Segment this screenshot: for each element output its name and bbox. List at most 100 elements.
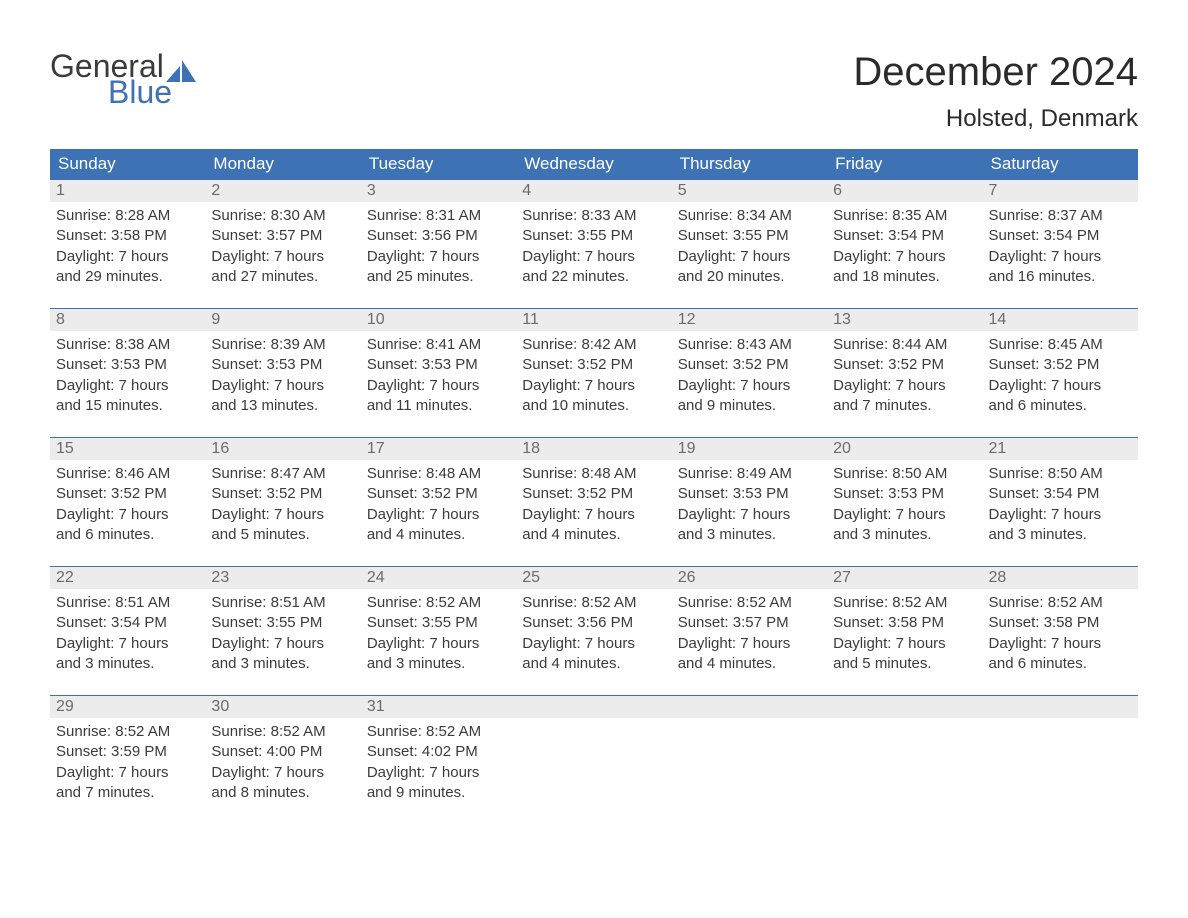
day-number: 4: [516, 180, 671, 202]
daylight-line: Daylight: 7 hours: [989, 376, 1132, 396]
sunset-line: Sunset: 3:54 PM: [989, 226, 1132, 246]
daylight-line: and 3 minutes.: [56, 654, 199, 674]
calendar-day: 8Sunrise: 8:38 AMSunset: 3:53 PMDaylight…: [50, 309, 205, 427]
sunrise-line: Sunrise: 8:52 AM: [833, 593, 976, 613]
daylight-line: Daylight: 7 hours: [367, 376, 510, 396]
daylight-line: and 9 minutes.: [367, 783, 510, 803]
location-label: Holsted, Denmark: [853, 105, 1138, 133]
daylight-line: Daylight: 7 hours: [211, 634, 354, 654]
daylight-line: Daylight: 7 hours: [211, 376, 354, 396]
daylight-line: Daylight: 7 hours: [678, 505, 821, 525]
month-title: December 2024: [853, 50, 1138, 95]
calendar-day: 20Sunrise: 8:50 AMSunset: 3:53 PMDayligh…: [827, 438, 982, 556]
weekday-header: Sunday: [50, 149, 205, 179]
calendar-day: 17Sunrise: 8:48 AMSunset: 3:52 PMDayligh…: [361, 438, 516, 556]
day-number: 6: [827, 180, 982, 202]
sunset-line: Sunset: 3:56 PM: [367, 226, 510, 246]
calendar-week: 1Sunrise: 8:28 AMSunset: 3:58 PMDaylight…: [50, 179, 1138, 298]
calendar-day: 28Sunrise: 8:52 AMSunset: 3:58 PMDayligh…: [983, 567, 1138, 685]
sunrise-line: Sunrise: 8:52 AM: [56, 722, 199, 742]
daylight-line: and 11 minutes.: [367, 396, 510, 416]
day-details: Sunrise: 8:41 AMSunset: 3:53 PMDaylight:…: [361, 331, 516, 422]
daylight-line: Daylight: 7 hours: [56, 505, 199, 525]
day-number: 3: [361, 180, 516, 202]
sunrise-line: Sunrise: 8:52 AM: [678, 593, 821, 613]
sunrise-line: Sunrise: 8:50 AM: [833, 464, 976, 484]
day-details: [672, 718, 827, 728]
sunrise-line: Sunrise: 8:48 AM: [367, 464, 510, 484]
day-number: 29: [50, 696, 205, 718]
logo: General Blue: [50, 50, 196, 108]
daylight-line: and 5 minutes.: [833, 654, 976, 674]
weekday-header: Tuesday: [361, 149, 516, 179]
day-number: [827, 696, 982, 718]
calendar-day: 16Sunrise: 8:47 AMSunset: 3:52 PMDayligh…: [205, 438, 360, 556]
daylight-line: Daylight: 7 hours: [678, 376, 821, 396]
day-details: Sunrise: 8:52 AMSunset: 4:00 PMDaylight:…: [205, 718, 360, 809]
calendar-day: 1Sunrise: 8:28 AMSunset: 3:58 PMDaylight…: [50, 180, 205, 298]
day-number: 12: [672, 309, 827, 331]
day-number: 20: [827, 438, 982, 460]
daylight-line: and 4 minutes.: [678, 654, 821, 674]
day-details: Sunrise: 8:52 AMSunset: 3:56 PMDaylight:…: [516, 589, 671, 680]
daylight-line: Daylight: 7 hours: [211, 763, 354, 783]
daylight-line: Daylight: 7 hours: [989, 505, 1132, 525]
daylight-line: Daylight: 7 hours: [833, 247, 976, 267]
daylight-line: Daylight: 7 hours: [833, 376, 976, 396]
day-number: [516, 696, 671, 718]
calendar-day: 18Sunrise: 8:48 AMSunset: 3:52 PMDayligh…: [516, 438, 671, 556]
calendar: Sunday Monday Tuesday Wednesday Thursday…: [50, 149, 1138, 814]
day-number: 5: [672, 180, 827, 202]
daylight-line: Daylight: 7 hours: [211, 505, 354, 525]
day-details: Sunrise: 8:42 AMSunset: 3:52 PMDaylight:…: [516, 331, 671, 422]
sunset-line: Sunset: 3:59 PM: [56, 742, 199, 762]
weekday-header: Monday: [205, 149, 360, 179]
day-details: Sunrise: 8:52 AMSunset: 3:55 PMDaylight:…: [361, 589, 516, 680]
calendar-day: 30Sunrise: 8:52 AMSunset: 4:00 PMDayligh…: [205, 696, 360, 814]
day-details: Sunrise: 8:49 AMSunset: 3:53 PMDaylight:…: [672, 460, 827, 551]
daylight-line: Daylight: 7 hours: [833, 505, 976, 525]
sunset-line: Sunset: 3:52 PM: [833, 355, 976, 375]
sunrise-line: Sunrise: 8:52 AM: [367, 722, 510, 742]
sunrise-line: Sunrise: 8:37 AM: [989, 206, 1132, 226]
day-details: Sunrise: 8:43 AMSunset: 3:52 PMDaylight:…: [672, 331, 827, 422]
day-details: Sunrise: 8:34 AMSunset: 3:55 PMDaylight:…: [672, 202, 827, 293]
calendar-day: 14Sunrise: 8:45 AMSunset: 3:52 PMDayligh…: [983, 309, 1138, 427]
calendar-day: 6Sunrise: 8:35 AMSunset: 3:54 PMDaylight…: [827, 180, 982, 298]
day-details: Sunrise: 8:31 AMSunset: 3:56 PMDaylight:…: [361, 202, 516, 293]
sunrise-line: Sunrise: 8:52 AM: [211, 722, 354, 742]
day-details: Sunrise: 8:52 AMSunset: 3:59 PMDaylight:…: [50, 718, 205, 809]
calendar-day: 5Sunrise: 8:34 AMSunset: 3:55 PMDaylight…: [672, 180, 827, 298]
daylight-line: and 10 minutes.: [522, 396, 665, 416]
day-number: [672, 696, 827, 718]
calendar-day: [827, 696, 982, 814]
day-number: 14: [983, 309, 1138, 331]
sunrise-line: Sunrise: 8:50 AM: [989, 464, 1132, 484]
sunrise-line: Sunrise: 8:52 AM: [367, 593, 510, 613]
day-number: 31: [361, 696, 516, 718]
day-details: Sunrise: 8:51 AMSunset: 3:54 PMDaylight:…: [50, 589, 205, 680]
daylight-line: and 7 minutes.: [56, 783, 199, 803]
calendar-day: 26Sunrise: 8:52 AMSunset: 3:57 PMDayligh…: [672, 567, 827, 685]
calendar-day: 2Sunrise: 8:30 AMSunset: 3:57 PMDaylight…: [205, 180, 360, 298]
day-details: Sunrise: 8:46 AMSunset: 3:52 PMDaylight:…: [50, 460, 205, 551]
sunrise-line: Sunrise: 8:44 AM: [833, 335, 976, 355]
daylight-line: and 5 minutes.: [211, 525, 354, 545]
sunrise-line: Sunrise: 8:39 AM: [211, 335, 354, 355]
calendar-day: 9Sunrise: 8:39 AMSunset: 3:53 PMDaylight…: [205, 309, 360, 427]
sunset-line: Sunset: 3:52 PM: [211, 484, 354, 504]
daylight-line: Daylight: 7 hours: [678, 634, 821, 654]
daylight-line: Daylight: 7 hours: [989, 634, 1132, 654]
daylight-line: Daylight: 7 hours: [367, 505, 510, 525]
sunset-line: Sunset: 3:53 PM: [211, 355, 354, 375]
calendar-day: 15Sunrise: 8:46 AMSunset: 3:52 PMDayligh…: [50, 438, 205, 556]
daylight-line: Daylight: 7 hours: [522, 376, 665, 396]
sunset-line: Sunset: 3:52 PM: [522, 484, 665, 504]
day-number: 8: [50, 309, 205, 331]
calendar-day: 7Sunrise: 8:37 AMSunset: 3:54 PMDaylight…: [983, 180, 1138, 298]
sunset-line: Sunset: 3:52 PM: [367, 484, 510, 504]
sunrise-line: Sunrise: 8:45 AM: [989, 335, 1132, 355]
day-details: Sunrise: 8:35 AMSunset: 3:54 PMDaylight:…: [827, 202, 982, 293]
daylight-line: and 4 minutes.: [367, 525, 510, 545]
daylight-line: and 3 minutes.: [211, 654, 354, 674]
